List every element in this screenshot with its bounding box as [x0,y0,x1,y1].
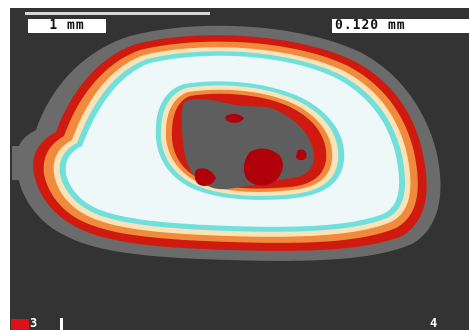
dark-red-patch-2 [243,148,283,186]
color-swatch [11,319,29,330]
scale-bar [25,12,210,15]
dark-red-patch-3 [194,168,216,186]
corner-left-label: 3 [30,316,38,330]
resolution-label: 0.120 mm [332,19,469,33]
dark-red-patch-1 [225,113,244,123]
corner-right-label: 4 [430,316,438,330]
tick-mark [60,318,63,330]
scale-bar-label: 1 mm [28,19,106,33]
dark-red-patch-4 [296,149,307,161]
